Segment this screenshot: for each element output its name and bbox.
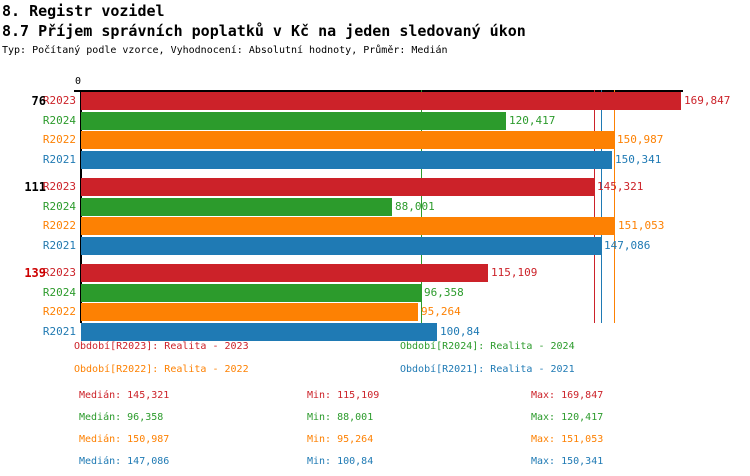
legend-item-2[interactable]: Období[R2022]: Realita - 2022 bbox=[74, 364, 249, 375]
series-label-139-r2024[interactable]: R2024 bbox=[42, 286, 76, 299]
bar-76-r2021[interactable] bbox=[81, 151, 612, 169]
series-label-111-r2022[interactable]: R2022 bbox=[42, 219, 76, 232]
series-label-111-r2024[interactable]: R2024 bbox=[42, 200, 76, 213]
bar-111-r2022[interactable] bbox=[81, 217, 615, 235]
bar-value-76-r2023: 169,847 bbox=[684, 94, 731, 107]
stat-min-row-3: Min: 100,84 bbox=[307, 456, 374, 467]
stat-median-row-3: Medián: 147,086 bbox=[79, 456, 170, 467]
axis-top-rule bbox=[82, 90, 683, 92]
median-line-r2023 bbox=[594, 90, 595, 323]
bar-value-111-r2023: 145,321 bbox=[597, 180, 644, 193]
stat-min-row-1: Min: 88,001 bbox=[307, 412, 374, 423]
bar-111-r2021[interactable] bbox=[81, 237, 601, 255]
group-label-111[interactable]: 111 bbox=[24, 180, 46, 194]
bar-139-r2022[interactable] bbox=[81, 303, 418, 321]
bar-76-r2024[interactable] bbox=[81, 112, 506, 130]
bar-111-r2023[interactable] bbox=[81, 178, 594, 196]
bar-139-r2024[interactable] bbox=[81, 284, 421, 302]
series-label-76-r2023[interactable]: R2023 bbox=[42, 94, 76, 107]
legend-item-3[interactable]: Období[R2021]: Realita - 2021 bbox=[400, 364, 575, 375]
legend-item-0[interactable]: Období[R2023]: Realita - 2023 bbox=[74, 341, 249, 352]
group-label-139[interactable]: 139 bbox=[24, 266, 46, 280]
bar-value-111-r2024: 88,001 bbox=[395, 200, 435, 213]
stat-median-row-0: Medián: 145,321 bbox=[79, 390, 170, 401]
series-label-139-r2023[interactable]: R2023 bbox=[42, 266, 76, 279]
stat-min-row-0: Min: 115,109 bbox=[307, 390, 380, 401]
group-label-76[interactable]: 76 bbox=[31, 94, 46, 108]
stat-max-row-3: Max: 150,341 bbox=[531, 456, 604, 467]
bar-76-r2022[interactable] bbox=[81, 131, 614, 149]
bar-value-111-r2022: 151,053 bbox=[618, 219, 665, 232]
stat-max-row-0: Max: 169,847 bbox=[531, 390, 604, 401]
bar-value-76-r2024: 120,417 bbox=[509, 114, 556, 127]
median-line-r2024 bbox=[421, 90, 422, 323]
series-label-76-r2024[interactable]: R2024 bbox=[42, 114, 76, 127]
median-line-r2021 bbox=[601, 90, 602, 323]
bar-76-r2023[interactable] bbox=[81, 92, 681, 110]
series-label-111-r2023[interactable]: R2023 bbox=[42, 180, 76, 193]
bar-value-76-r2021: 150,341 bbox=[615, 153, 662, 166]
bar-139-r2021[interactable] bbox=[81, 323, 437, 341]
bar-111-r2024[interactable] bbox=[81, 198, 392, 216]
bar-139-r2023[interactable] bbox=[81, 264, 488, 282]
series-label-76-r2022[interactable]: R2022 bbox=[42, 133, 76, 146]
stat-max-row-1: Max: 120,417 bbox=[531, 412, 604, 423]
median-line-r2022 bbox=[614, 90, 615, 323]
axis-zero-label: 0 bbox=[75, 76, 82, 87]
stat-median-row-2: Medián: 150,987 bbox=[79, 434, 170, 445]
stat-min-row-2: Min: 95,264 bbox=[307, 434, 374, 445]
chart-meta-info: Typ: Počítaný podle vzorce, Vyhodnocení:… bbox=[2, 45, 448, 56]
stat-median-row-1: Medián: 96,358 bbox=[79, 412, 164, 423]
stat-max-row-2: Max: 151,053 bbox=[531, 434, 604, 445]
series-label-139-r2022[interactable]: R2022 bbox=[42, 305, 76, 318]
legend-item-1[interactable]: Období[R2024]: Realita - 2024 bbox=[400, 341, 575, 352]
bar-value-139-r2022: 95,264 bbox=[421, 305, 461, 318]
series-label-111-r2021[interactable]: R2021 bbox=[42, 239, 76, 252]
bar-value-139-r2023: 115,109 bbox=[491, 266, 538, 279]
axis-zero-tick bbox=[74, 90, 87, 92]
bar-value-111-r2021: 147,086 bbox=[604, 239, 651, 252]
bar-value-139-r2021: 100,84 bbox=[440, 325, 480, 338]
series-label-139-r2021[interactable]: R2021 bbox=[42, 325, 76, 338]
chart-title: 8.7 Příjem správních poplatků v Kč na je… bbox=[2, 22, 526, 40]
page-title: 8. Registr vozidel bbox=[2, 2, 165, 20]
series-label-76-r2021[interactable]: R2021 bbox=[42, 153, 76, 166]
bar-value-76-r2022: 150,987 bbox=[617, 133, 664, 146]
bar-value-139-r2024: 96,358 bbox=[424, 286, 464, 299]
